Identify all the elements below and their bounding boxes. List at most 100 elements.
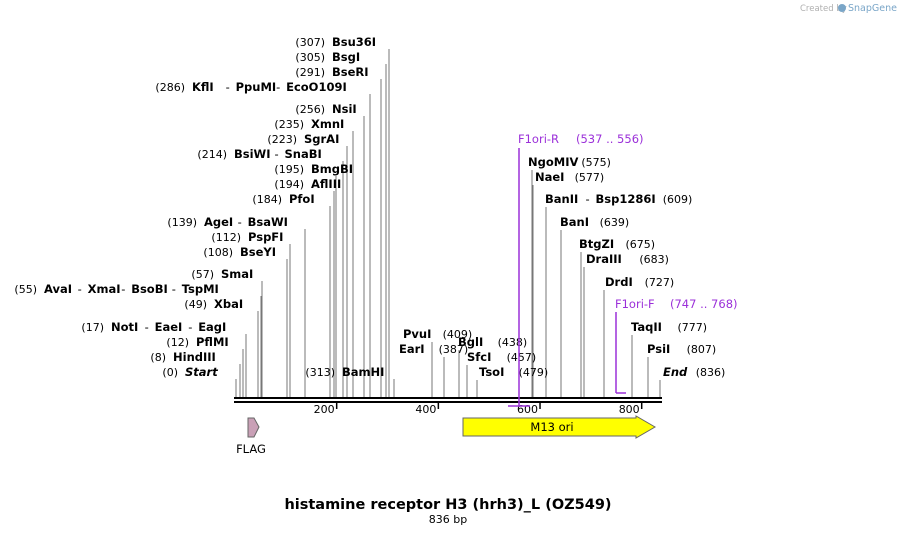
enzyme-name: BsiWI bbox=[234, 147, 271, 161]
enzyme-label-kfli[interactable]: (286) KflI - PpuMI - EcoO109I bbox=[155, 80, 346, 94]
enzyme-label-nsii[interactable]: (256) NsiI bbox=[295, 102, 356, 116]
enzyme-name: EarI bbox=[399, 342, 425, 356]
flag-arrow[interactable] bbox=[247, 417, 260, 438]
enzyme-name: HindIII bbox=[173, 350, 216, 364]
ruler-tick: 600 bbox=[517, 402, 541, 416]
enzyme-name: AvaI bbox=[44, 282, 72, 296]
enzyme-name: AflIII bbox=[311, 177, 341, 191]
enzyme-position: (49) bbox=[184, 298, 207, 311]
enzyme-label-taqii[interactable]: TaqII (777) bbox=[631, 320, 707, 334]
enzyme-label-end[interactable]: End (836) bbox=[663, 365, 725, 379]
enzyme-label-smai[interactable]: (57) SmaI bbox=[191, 267, 253, 281]
enzyme-separator: - bbox=[226, 80, 230, 94]
primer-f1ori-f[interactable]: F1ori-F (747 .. 768) bbox=[615, 297, 738, 394]
enzyme-label-banii[interactable]: BanII - Bsp1286I (609) bbox=[545, 192, 692, 206]
snapgene-credit: Created by SnapGene bbox=[800, 3, 897, 14]
enzyme-label-bgli[interactable]: BglI (438) bbox=[458, 335, 527, 349]
enzyme-position: (12) bbox=[166, 336, 189, 349]
enzyme-separator: - bbox=[172, 282, 176, 296]
enzyme-position: (639) bbox=[600, 216, 630, 229]
enzyme-label-pvui[interactable]: PvuI (409) bbox=[403, 327, 472, 341]
enzyme-name: XbaI bbox=[214, 297, 243, 311]
enzyme-label-pspfi[interactable]: (112) PspFI bbox=[211, 230, 283, 244]
enzyme-label-bani[interactable]: BanI (639) bbox=[560, 215, 629, 229]
enzyme-name: TsoI bbox=[479, 365, 504, 379]
enzyme-separator: - bbox=[275, 147, 279, 161]
enzyme-label-pfoi[interactable]: (184) PfoI bbox=[252, 192, 314, 206]
enzyme-position: (457) bbox=[507, 351, 537, 364]
enzyme-position: (139) bbox=[167, 216, 197, 229]
enzyme-separator: - bbox=[188, 320, 192, 334]
enzyme-name: PsiI bbox=[647, 342, 670, 356]
enzyme-label-afliii[interactable]: (194) AflIII bbox=[274, 177, 341, 191]
ruler-tick: 800 bbox=[619, 402, 643, 416]
m13-ori-arrow[interactable] bbox=[462, 415, 656, 439]
snapgene-logo-icon bbox=[838, 4, 846, 12]
enzyme-position: (313) bbox=[305, 366, 335, 379]
enzyme-label-bseyi[interactable]: (108) BseYI bbox=[203, 245, 276, 259]
enzyme-name: TspMI bbox=[182, 282, 219, 296]
enzyme-name: EagI bbox=[198, 320, 226, 334]
map-subtitle: 836 bp bbox=[429, 513, 467, 526]
enzyme-name: BseYI bbox=[240, 245, 276, 259]
enzyme-label-draiii[interactable]: DraIII (683) bbox=[586, 252, 669, 266]
credit-brand: SnapGene bbox=[848, 3, 897, 14]
enzyme-label-noti[interactable]: (17) NotI - EaeI - EagI bbox=[81, 320, 226, 334]
enzyme-position: (55) bbox=[14, 283, 37, 296]
enzyme-label-start[interactable]: (0) Start bbox=[162, 365, 218, 379]
enzyme-position: (195) bbox=[274, 163, 304, 176]
enzyme-name: EaeI bbox=[155, 320, 183, 334]
ruler-ticks: 200 400 600 800 bbox=[314, 402, 643, 416]
enzyme-name: NotI bbox=[111, 320, 138, 334]
enzyme-position: (438) bbox=[498, 336, 528, 349]
enzyme-label-naei[interactable]: NaeI (577) bbox=[535, 170, 604, 184]
enzyme-position: (575) bbox=[581, 156, 611, 169]
enzyme-label-bseri[interactable]: (291) BseRI bbox=[295, 65, 368, 79]
enzyme-position: (307) bbox=[295, 36, 325, 49]
enzyme-label-drdi[interactable]: DrdI (727) bbox=[605, 275, 674, 289]
enzyme-label-bsu36i[interactable]: (307) Bsu36I bbox=[295, 35, 376, 49]
enzyme-label-btgzi[interactable]: BtgZI (675) bbox=[579, 237, 655, 251]
enzyme-name: BanI bbox=[560, 215, 589, 229]
enzyme-label-bsgi[interactable]: (305) BsgI bbox=[295, 50, 360, 64]
enzyme-label-hindiii[interactable]: (8) HindIII bbox=[150, 350, 215, 364]
enzyme-separator: - bbox=[145, 320, 149, 334]
enzyme-name: DrdI bbox=[605, 275, 633, 289]
enzyme-label-bamhi[interactable]: (313) BamHI bbox=[305, 365, 384, 379]
enzyme-position: (727) bbox=[645, 276, 675, 289]
enzyme-position: (194) bbox=[274, 178, 304, 191]
enzyme-name: PvuI bbox=[403, 327, 431, 341]
enzyme-position: (112) bbox=[211, 231, 241, 244]
enzyme-label-tsoi[interactable]: TsoI (479) bbox=[479, 365, 548, 379]
enzyme-label-sgrai[interactable]: (223) SgrAI bbox=[267, 132, 339, 146]
enzyme-position: (777) bbox=[678, 321, 708, 334]
enzyme-name: AgeI bbox=[204, 215, 233, 229]
enzyme-label-xmni[interactable]: (235) XmnI bbox=[274, 117, 344, 131]
enzyme-label-sfci[interactable]: SfcI (457) bbox=[467, 350, 536, 364]
enzyme-position: (17) bbox=[81, 321, 104, 334]
ruler-tick-label: 200 bbox=[314, 403, 335, 416]
enzyme-name: SfcI bbox=[467, 350, 491, 364]
enzyme-name: BsoBI bbox=[131, 282, 168, 296]
primer-f1ori-r[interactable]: F1ori-R (537 .. 556) bbox=[508, 132, 644, 407]
enzyme-label-bsiwi[interactable]: (214) BsiWI - SnaBI bbox=[197, 147, 321, 161]
enzyme-label-avai[interactable]: (55) AvaI - XmaI - BsoBI - TspMI bbox=[14, 282, 218, 296]
enzyme-name: PflMI bbox=[196, 335, 229, 349]
enzyme-label-xbai[interactable]: (49) XbaI bbox=[184, 297, 243, 311]
enzyme-label-bmgbi[interactable]: (195) BmgBI bbox=[274, 162, 353, 176]
enzyme-label-ngomiv[interactable]: NgoMIV (575) bbox=[528, 155, 611, 169]
enzyme-label-eari[interactable]: EarI (387) bbox=[399, 342, 468, 356]
enzyme-label-psii[interactable]: PsiI (807) bbox=[647, 342, 716, 356]
feature-m13-ori[interactable]: M13 ori bbox=[462, 415, 656, 439]
feature-flag[interactable]: FLAG bbox=[236, 417, 266, 456]
enzyme-label-pflmi[interactable]: (12) PflMI bbox=[166, 335, 228, 349]
enzyme-name: End bbox=[663, 365, 688, 379]
enzyme-name: Bsu36I bbox=[332, 35, 376, 49]
enzyme-position: (683) bbox=[639, 253, 669, 266]
enzyme-name: BanII bbox=[545, 192, 578, 206]
enzyme-separator: - bbox=[121, 282, 125, 296]
enzyme-label-agei[interactable]: (139) AgeI - BsaWI bbox=[167, 215, 288, 229]
ruler-tick-label: 800 bbox=[619, 403, 640, 416]
enzyme-name: BsaWI bbox=[248, 215, 288, 229]
